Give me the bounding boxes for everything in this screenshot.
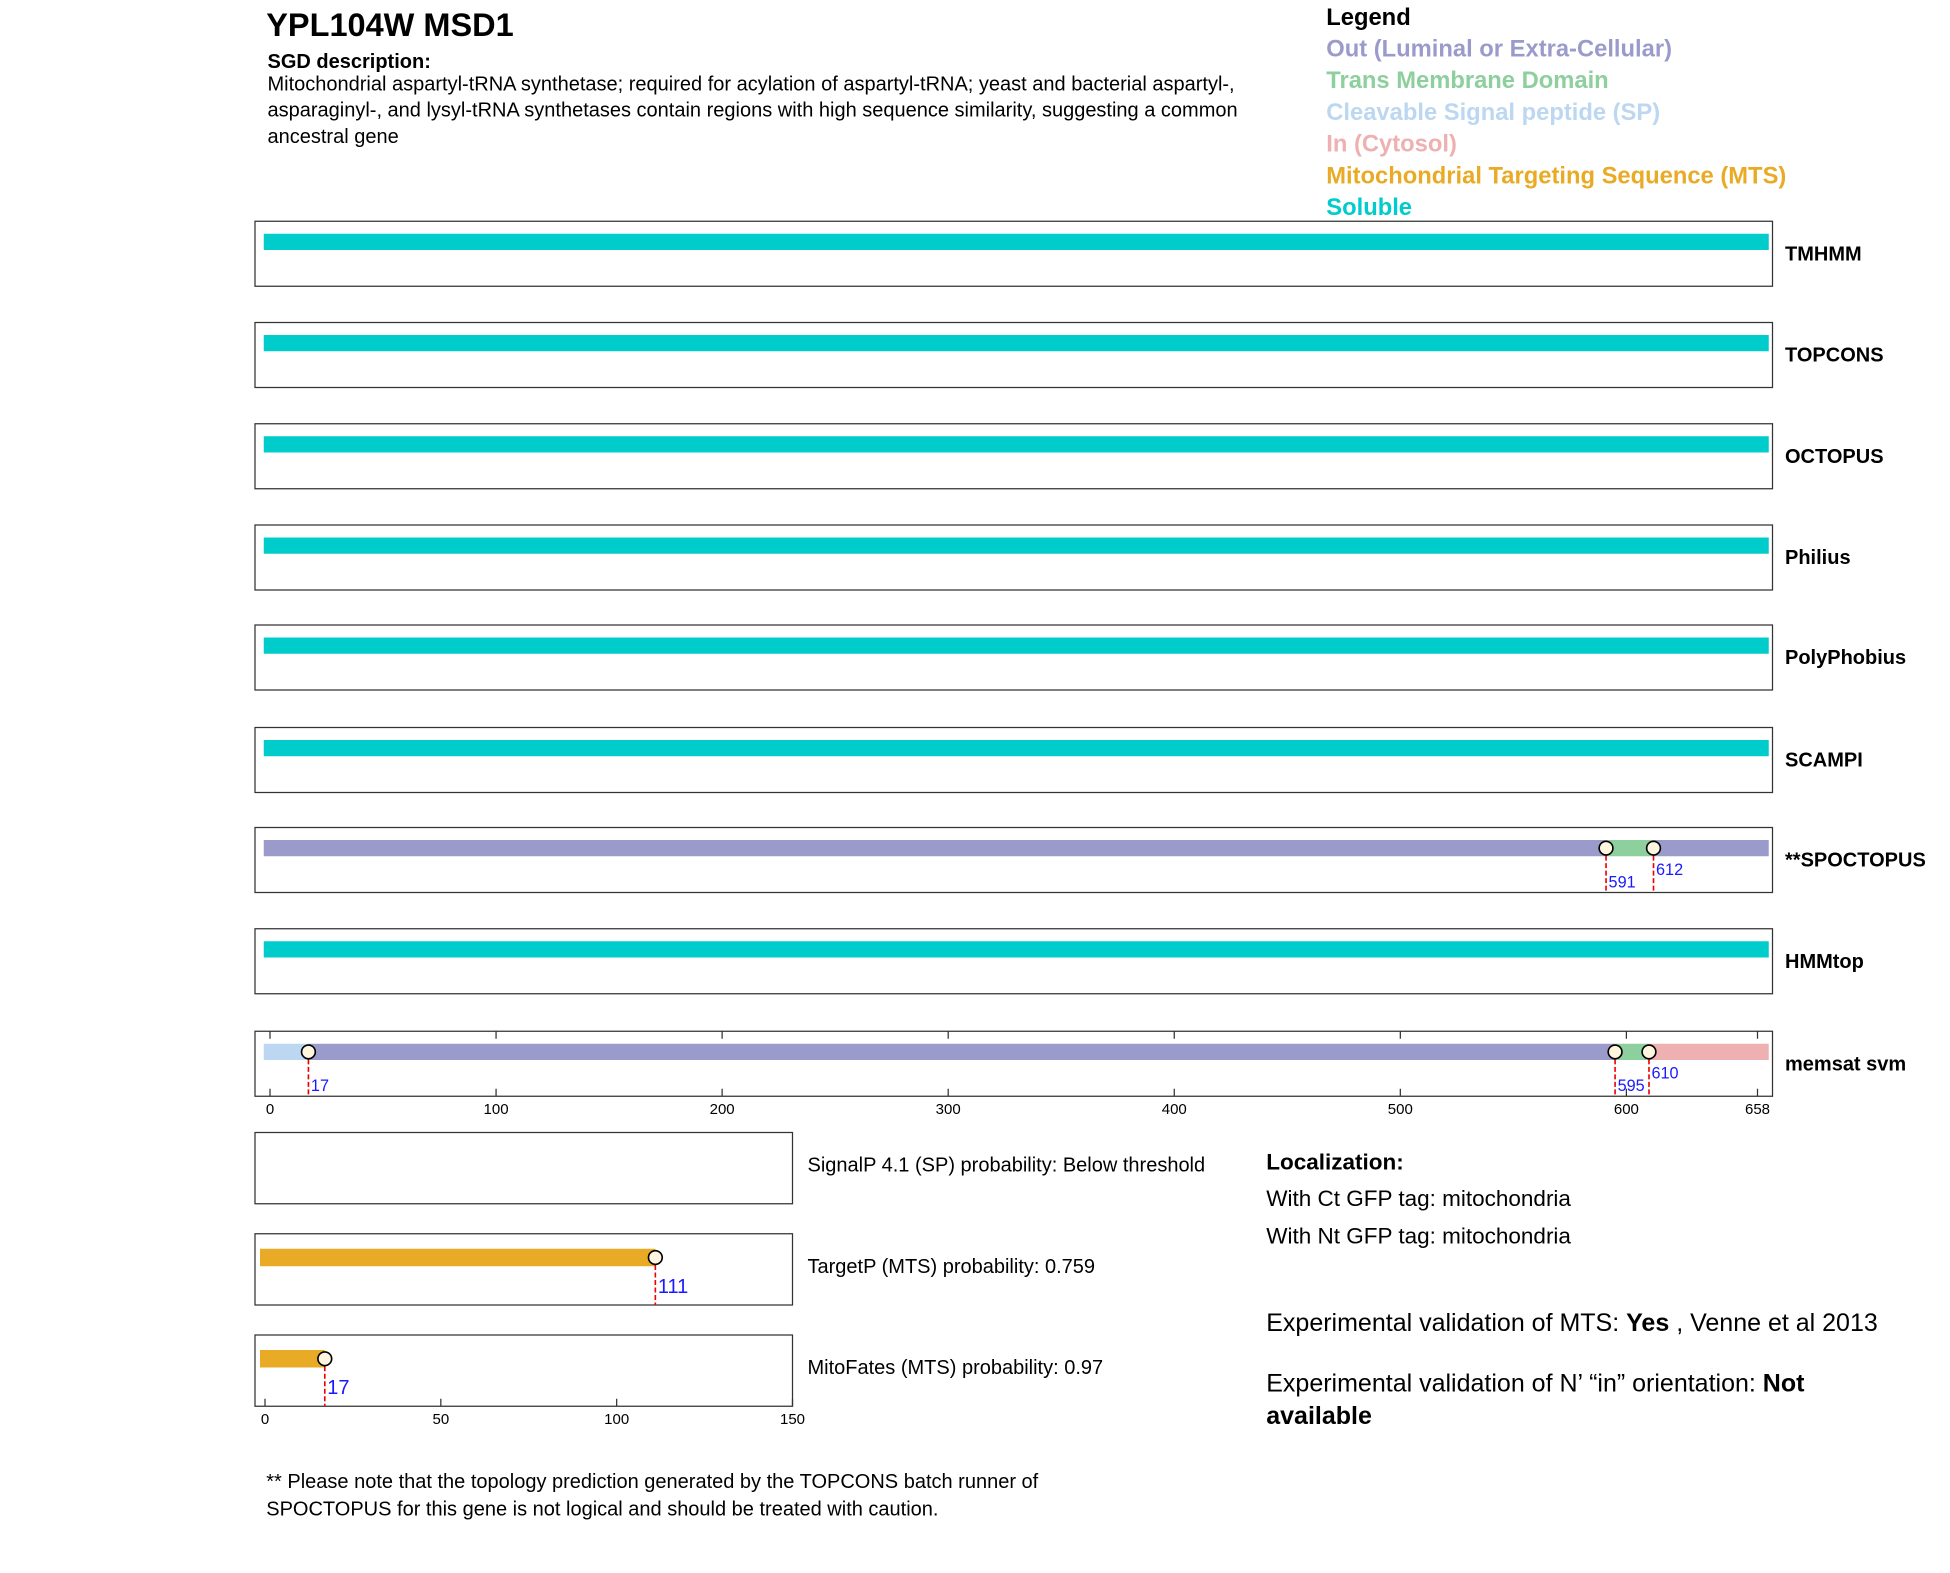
track-label: TargetP (MTS) probability: 0.759 [808, 1256, 1096, 1278]
track-box [254, 220, 1774, 287]
segment [1653, 840, 1769, 857]
track-box [254, 826, 1774, 894]
track-label: memsat svm [1785, 1053, 1906, 1075]
track-box [254, 321, 1774, 389]
segment [1606, 840, 1654, 857]
description-line: ancestral gene [268, 126, 399, 148]
track-label: **SPOCTOPUS [1785, 850, 1926, 872]
x-tick-label: 500 [1388, 1101, 1413, 1118]
x-tick-label: 0 [261, 1411, 269, 1428]
segment [263, 335, 1769, 352]
validation-mts: Experimental validation of MTS: Yes , Ve… [1266, 1308, 1878, 1336]
track-box [254, 1131, 794, 1205]
legend-item: Trans Membrane Domain [1326, 67, 1608, 94]
track-label: OCTOPUS [1785, 446, 1884, 468]
track-label: TOPCONS [1785, 345, 1884, 367]
track-label: Philius [1785, 547, 1851, 569]
x-tick-label: 100 [484, 1101, 509, 1118]
legend-title: Legend [1326, 4, 1410, 31]
segment [1615, 1043, 1649, 1060]
track-box [254, 726, 1774, 794]
validation-label: Experimental validation of MTS: [1266, 1308, 1619, 1336]
segment [1648, 1043, 1769, 1060]
segment [263, 941, 1769, 958]
legend-item: In (Cytosol) [1326, 131, 1457, 158]
marker [1641, 1044, 1657, 1060]
track-label: TMHMM [1785, 243, 1862, 265]
validation-value: Yes [1626, 1308, 1669, 1336]
track-box [254, 524, 1774, 591]
track-label: MitoFates (MTS) probability: 0.97 [808, 1357, 1104, 1379]
x-tick-label: 600 [1614, 1101, 1639, 1118]
segment [263, 637, 1769, 654]
validation-orientation-box: Experimental validation of N’ “in” orien… [1266, 1368, 1854, 1433]
validation-value: Not available [1266, 1370, 1805, 1430]
track-box [254, 1233, 794, 1306]
marker [317, 1351, 333, 1367]
validation-orientation: Experimental validation of N’ “in” orien… [1266, 1368, 1854, 1433]
segment [263, 840, 1607, 857]
x-tick-label: 50 [432, 1411, 449, 1428]
description-label: SGD description: [268, 51, 431, 73]
x-tick-label: 100 [604, 1411, 629, 1428]
marker [1607, 1044, 1623, 1060]
segment [308, 1043, 1616, 1060]
title: YPL104W MSD1 [266, 7, 513, 43]
track-label: SCAMPI [1785, 750, 1863, 772]
marker-label: 17 [311, 1077, 329, 1095]
marker [300, 1044, 317, 1060]
track-label: PolyPhobius [1785, 647, 1906, 669]
segment [263, 436, 1769, 453]
description-line: Mitochondrial aspartyl-tRNA synthetase; … [268, 73, 1235, 95]
marker-label: 595 [1618, 1077, 1645, 1095]
localization-title: Localization: [1266, 1150, 1404, 1175]
validation-label: Experimental validation of N’ “in” orien… [1266, 1370, 1756, 1398]
localization-line: With Ct GFP tag: mitochondria [1266, 1186, 1571, 1211]
marker [1645, 840, 1662, 856]
marker-label: 610 [1651, 1065, 1678, 1083]
segment [263, 537, 1769, 554]
marker-label: 612 [1656, 861, 1683, 879]
legend-item: Mitochondrial Targeting Sequence (MTS) [1326, 162, 1786, 189]
marker [1598, 840, 1614, 856]
x-tick-label: 150 [780, 1411, 805, 1428]
segment [260, 1350, 325, 1368]
segment [263, 740, 1769, 757]
segment [263, 1043, 309, 1060]
track-box [254, 928, 1774, 995]
validation-note: , Venne et al 2013 [1676, 1308, 1878, 1336]
track-box [254, 423, 1774, 490]
marker-label: 17 [327, 1377, 349, 1399]
x-tick-label: 400 [1162, 1101, 1187, 1118]
legend-item: Cleavable Signal peptide (SP) [1326, 99, 1660, 126]
x-tick-label: 300 [936, 1101, 961, 1118]
segment [263, 233, 1769, 250]
segment [260, 1248, 656, 1267]
localization-line: With Nt GFP tag: mitochondria [1266, 1223, 1571, 1248]
x-tick-label: 200 [710, 1101, 735, 1118]
track-label: HMMtop [1785, 951, 1864, 973]
marker [647, 1249, 664, 1266]
track-box [254, 624, 1774, 691]
x-tick-label: 658 [1745, 1101, 1770, 1118]
footnote-line: ** Please note that the topology predict… [266, 1471, 1038, 1493]
track-box [254, 1030, 1774, 1097]
x-tick-label: 0 [266, 1101, 274, 1118]
track-box [254, 1334, 794, 1407]
track-label: SignalP 4.1 (SP) probability: Below thre… [808, 1155, 1206, 1177]
footnote-line: SPOCTOPUS for this gene is not logical a… [266, 1498, 938, 1520]
legend-item: Soluble [1326, 194, 1412, 221]
legend-item: Out (Luminal or Extra-Cellular) [1326, 35, 1672, 62]
marker-label: 111 [658, 1276, 688, 1298]
description-line: asparaginyl-, and lysyl-tRNA synthetases… [268, 100, 1238, 122]
marker-label: 591 [1609, 873, 1636, 891]
